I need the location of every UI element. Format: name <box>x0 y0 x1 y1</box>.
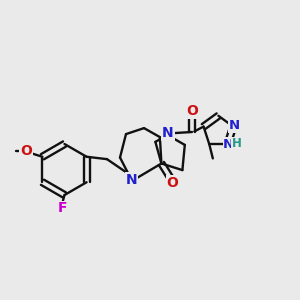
Text: N: N <box>228 119 239 132</box>
Text: O: O <box>20 144 32 158</box>
Text: N: N <box>162 126 174 140</box>
Text: O: O <box>166 176 178 190</box>
Text: H: H <box>232 137 242 150</box>
Text: N: N <box>223 137 234 151</box>
Text: N: N <box>125 173 137 187</box>
Text: O: O <box>186 104 198 118</box>
Text: F: F <box>57 201 67 215</box>
